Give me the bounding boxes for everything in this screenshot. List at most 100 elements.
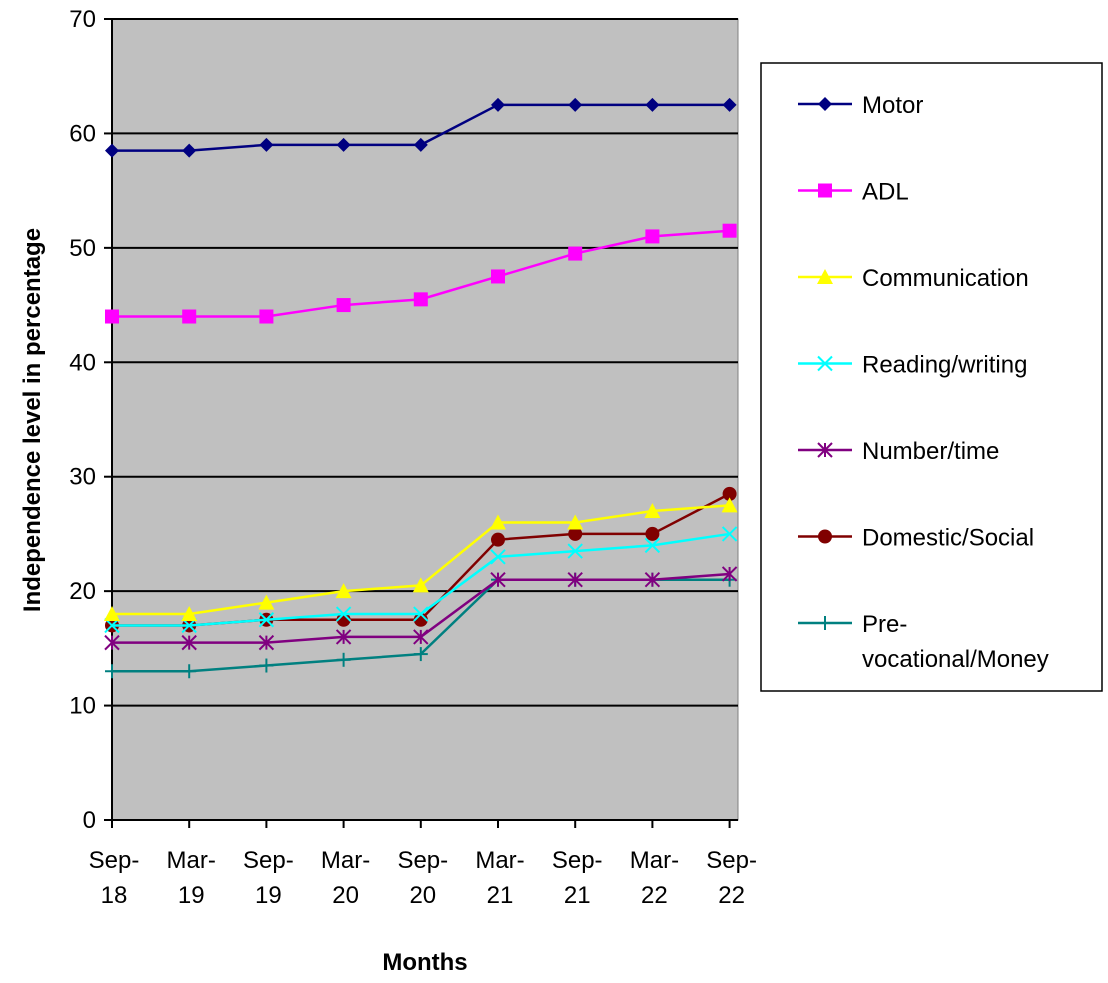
x-tick-label-line: 21: [564, 882, 591, 909]
data-point: [259, 658, 274, 673]
x-tick-label-line: Sep-: [706, 847, 757, 874]
x-tick-label-line: Sep-: [397, 847, 448, 874]
data-point: [567, 571, 583, 588]
data-point: [818, 183, 832, 198]
x-tick-label: Sep- 21: [552, 847, 603, 909]
legend-item: Communication: [798, 265, 1029, 292]
data-point: [721, 526, 738, 542]
legend-label: Pre-vocational/Money: [862, 611, 1049, 673]
data-point: [104, 634, 120, 651]
data-point: [104, 606, 120, 622]
data-point: [259, 309, 274, 324]
data-point: [645, 526, 660, 541]
x-tick-label-line: 19: [178, 882, 205, 909]
legend-label-line: vocational/Money: [862, 646, 1049, 673]
x-tick-label-line: Mar-: [630, 847, 679, 874]
legend-item: Domestic/Social: [798, 525, 1034, 552]
data-point: [722, 486, 737, 501]
data-point-stroke: [258, 612, 275, 628]
data-point: [645, 97, 660, 112]
x-tick-label-line: Mar-: [167, 847, 216, 874]
legend-item: Pre-vocational/Money: [798, 611, 1049, 673]
data-point-stroke: [567, 543, 583, 559]
data-point: [413, 292, 428, 307]
legend-item: Reading/writing: [798, 352, 1027, 379]
x-tick-label-line: Mar-: [321, 847, 370, 874]
series-0: [105, 97, 737, 158]
data-point: [412, 577, 429, 593]
x-tick-label-line: 22: [718, 882, 745, 909]
data-point: [491, 97, 505, 112]
y-tick-label: 0: [83, 807, 96, 834]
data-point: [336, 298, 351, 313]
y-tick-label: 50: [69, 235, 96, 262]
data-point: [721, 497, 738, 513]
legend-label-line: Motor: [862, 92, 923, 119]
data-point: [259, 137, 274, 152]
data-point: [568, 97, 583, 112]
legend-label: Reading/writing: [862, 352, 1027, 379]
data-point-stroke: [644, 537, 661, 554]
data-point: [567, 514, 584, 530]
data-point: [817, 269, 833, 284]
data-point: [491, 269, 505, 284]
y-tick-label: 30: [69, 464, 96, 491]
data-point: [258, 612, 275, 628]
series-1: [105, 223, 737, 324]
data-point: [567, 543, 583, 559]
data-point: [644, 537, 661, 554]
data-point: [336, 652, 351, 667]
legend-label: Number/time: [862, 438, 999, 465]
legend-label: ADL: [862, 179, 909, 206]
legend-label-line: Communication: [862, 265, 1029, 292]
data-point: [335, 629, 352, 645]
legend-label-line: Pre-: [862, 611, 907, 638]
legend-label: Domestic/Social: [862, 525, 1034, 552]
data-point: [818, 529, 832, 544]
x-axis-title: Months: [382, 949, 467, 976]
x-tick-label-line: 22: [641, 882, 668, 909]
plot-area: [111, 18, 739, 821]
data-point: [413, 629, 429, 645]
legend-item: Motor: [798, 92, 923, 119]
data-point: [335, 606, 352, 622]
legend-label: Communication: [862, 265, 1029, 292]
data-point: [181, 634, 197, 651]
legend-label-line: ADL: [862, 179, 909, 206]
legend-item: Number/time: [798, 438, 999, 465]
x-tick-label-line: Sep-: [89, 847, 140, 874]
data-point: [568, 526, 583, 541]
data-point: [722, 223, 737, 238]
x-tick-label: Mar- 20: [321, 847, 370, 909]
y-tick-label: 60: [69, 120, 96, 147]
x-tick-label: Sep- 18: [89, 847, 140, 909]
legend-box: [760, 62, 1103, 692]
data-point: [105, 309, 119, 324]
x-tick-label: Sep- 20: [397, 847, 448, 909]
data-point: [568, 246, 583, 261]
data-point: [817, 355, 833, 372]
data-point: [335, 583, 352, 599]
legend-item: ADL: [798, 179, 909, 206]
x-tick-label: Mar- 21: [475, 847, 524, 909]
data-point: [181, 606, 198, 622]
x-tick-label-line: 19: [255, 882, 282, 909]
x-tick-label-line: Sep-: [552, 847, 603, 874]
data-point: [490, 549, 506, 565]
x-tick-label-line: 20: [409, 882, 436, 909]
data-point: [722, 97, 737, 112]
data-point: [644, 503, 661, 519]
data-point: [490, 571, 506, 588]
data-point: [490, 514, 506, 530]
data-point: [413, 647, 428, 662]
x-axis: Sep-18Mar-19Sep-19Mar-20Sep-20Mar-21Sep-…: [89, 819, 757, 909]
x-tick-label-line: Sep-: [243, 847, 294, 874]
legend-label-line: Number/time: [862, 438, 999, 465]
legend-label-line: Reading/writing: [862, 352, 1027, 379]
data-point: [818, 616, 832, 630]
x-tick-label: Mar- 22: [630, 847, 679, 909]
y-tick-label: 20: [69, 578, 96, 605]
data-point: [818, 97, 832, 111]
gridlines: [112, 18, 738, 707]
